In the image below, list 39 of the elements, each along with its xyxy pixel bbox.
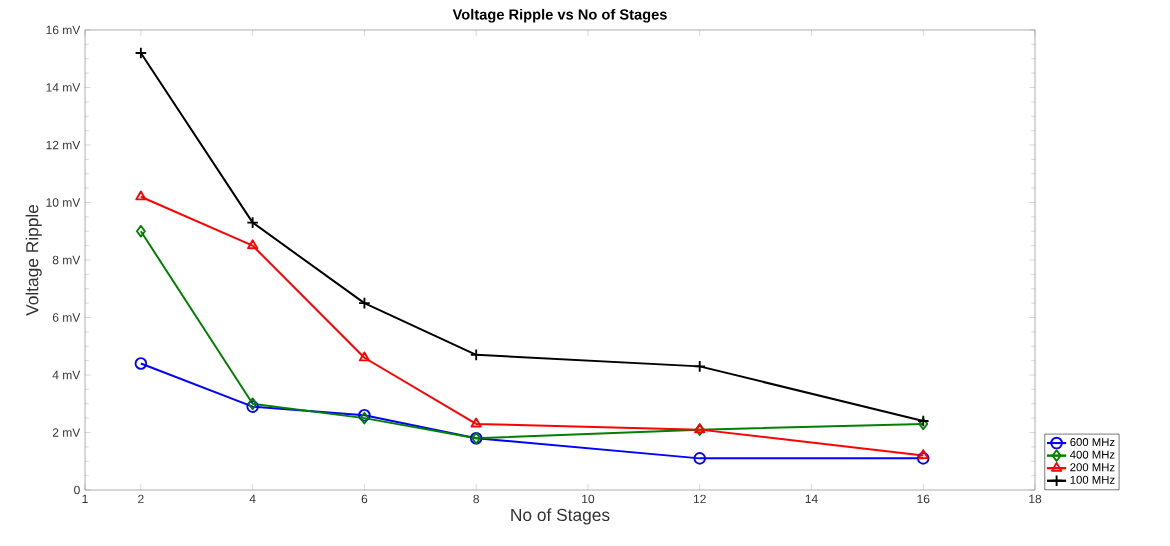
y-tick-label: 14 mV <box>46 83 81 92</box>
point <box>917 449 929 460</box>
x-tick-label: 18 <box>1029 494 1042 504</box>
legend-label: 200 MHz <box>1070 463 1115 472</box>
x-tick-label: 4 <box>249 494 256 503</box>
x-tick-label: 8 <box>473 494 479 504</box>
x-tick-label: 6 <box>361 494 368 504</box>
point <box>470 417 482 428</box>
x-tick-label: 10 <box>582 494 595 504</box>
point <box>135 224 146 238</box>
x-tick-label: 1 <box>82 494 88 503</box>
x-tick-label: 2 <box>138 494 144 504</box>
legend-label: 100 MHz <box>1070 475 1115 484</box>
y-tick-label: 16 mV <box>46 25 81 35</box>
legend-label: 400 MHz <box>1069 450 1115 459</box>
point <box>134 46 148 60</box>
y-tick-label: 8 mV <box>52 255 81 265</box>
y-tick-label: 0 <box>74 485 80 495</box>
chart-title: Voltage Ripple vs No of Stages <box>452 8 667 23</box>
y-tick-label: 10 mV <box>46 198 81 207</box>
point <box>246 216 259 229</box>
point <box>693 360 706 373</box>
point <box>916 452 930 465</box>
point <box>135 190 147 201</box>
y-tick-label: 12 mV <box>46 140 81 150</box>
y-tick-label: 4 mV <box>52 370 81 380</box>
y-tick-label: 6 mV <box>52 313 81 322</box>
point <box>134 357 148 370</box>
y-tick-label: 2 mV <box>52 428 81 437</box>
x-tick-label: 14 <box>805 494 818 503</box>
x-axis-title: No of Stages <box>511 508 610 525</box>
y-axis-title: Voltage Ripple <box>25 204 42 316</box>
x-tick-label: 12 <box>693 494 706 504</box>
point <box>693 452 706 465</box>
legend-label: 600 MHz <box>1070 438 1115 447</box>
point <box>358 296 371 310</box>
point <box>247 239 259 250</box>
point <box>358 351 370 362</box>
x-tick-label: 16 <box>917 494 930 504</box>
